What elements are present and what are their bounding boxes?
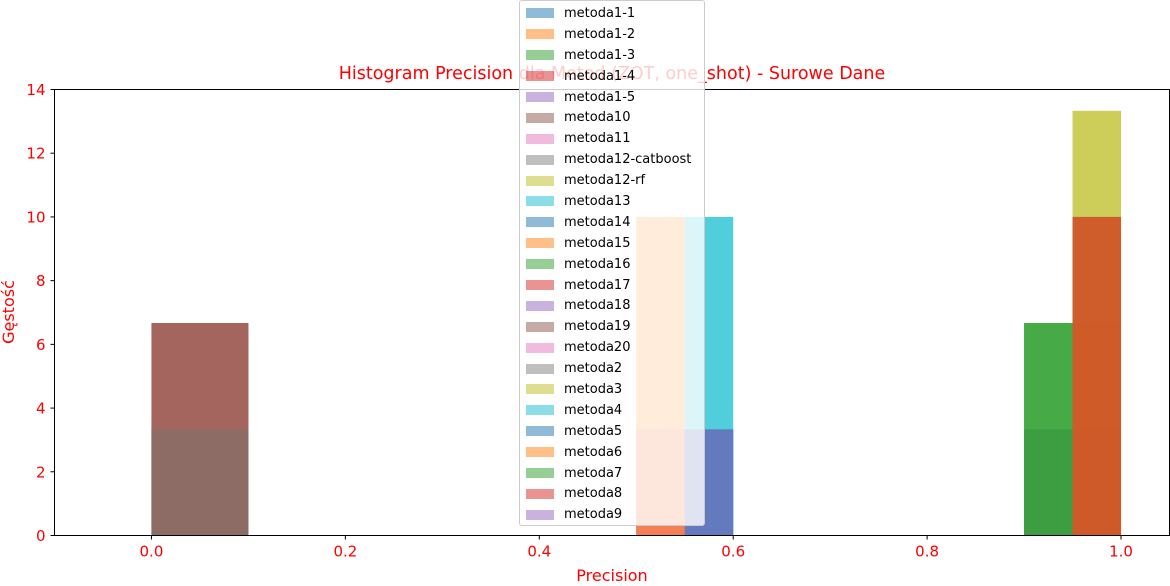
legend-swatch xyxy=(526,217,554,228)
y-axis: 0 2 4 6 8 10 12 14 xyxy=(26,81,55,545)
legend-swatch xyxy=(526,238,554,249)
legend-item: metoda16 xyxy=(520,254,704,275)
legend-swatch xyxy=(526,300,554,311)
legend-label: metoda3 xyxy=(564,381,623,397)
legend-label: metoda18 xyxy=(564,298,631,314)
legend-label: metoda1-3 xyxy=(564,47,636,63)
legend-label: metoda1-5 xyxy=(564,89,636,105)
legend-label: metoda2 xyxy=(564,361,623,377)
x-tick-label: 0.4 xyxy=(527,543,551,561)
legend-swatch xyxy=(526,92,554,102)
legend-item: metoda10 xyxy=(520,107,704,128)
legend-swatch xyxy=(526,50,554,61)
legend-label: metoda1-1 xyxy=(564,5,636,21)
legend-item: metoda1-1 xyxy=(520,3,704,24)
legend-swatch xyxy=(526,363,554,374)
legend-label: metoda20 xyxy=(564,340,631,356)
legend-item: metoda6 xyxy=(520,442,704,463)
legend-label: metoda14 xyxy=(564,214,631,230)
legend-swatch xyxy=(526,280,554,291)
legend-swatch xyxy=(526,405,554,416)
legend-label: metoda5 xyxy=(564,423,623,439)
legend-item: metoda1-3 xyxy=(520,45,704,66)
legend-swatch xyxy=(526,133,554,144)
legend-swatch xyxy=(526,488,554,499)
legend-swatch xyxy=(526,447,554,458)
legend-item: metoda11 xyxy=(520,128,704,149)
legend-item: metoda12-catboost xyxy=(520,149,704,170)
legend-swatch xyxy=(526,384,554,395)
legend-label: metoda8 xyxy=(564,486,623,502)
legend-swatch xyxy=(526,196,554,207)
x-axis: 0.0 0.2 0.4 0.6 0.8 1.0 xyxy=(140,535,1133,561)
y-tick-label: 8 xyxy=(36,272,46,290)
legend-item: metoda17 xyxy=(520,275,704,296)
legend-label: metoda7 xyxy=(564,465,623,481)
legend-label: metoda9 xyxy=(564,507,623,523)
legend-label: metoda19 xyxy=(564,319,631,335)
legend-item: metoda1-5 xyxy=(520,87,704,108)
legend-item: metoda19 xyxy=(520,316,704,337)
legend-label: metoda15 xyxy=(564,235,631,251)
legend-swatch xyxy=(526,426,554,437)
legend-label: metoda11 xyxy=(564,131,631,147)
legend-item: metoda9 xyxy=(520,504,704,525)
legend-swatch xyxy=(526,71,554,82)
legend-swatch xyxy=(526,259,554,270)
y-tick-label: 4 xyxy=(36,400,46,418)
x-tick-label: 1.0 xyxy=(1109,543,1133,561)
legend-item: metoda7 xyxy=(520,463,704,484)
legend-label: metoda1-2 xyxy=(564,26,636,42)
legend-label: metoda10 xyxy=(564,110,631,126)
legend-item: metoda8 xyxy=(520,483,704,504)
x-tick-label: 0.0 xyxy=(140,543,164,561)
y-tick-label: 14 xyxy=(26,81,45,99)
legend-label: metoda13 xyxy=(564,193,631,209)
legend-swatch xyxy=(526,112,554,123)
legend-swatch xyxy=(526,29,554,40)
legend-label: metoda17 xyxy=(564,277,631,293)
legend-item: metoda14 xyxy=(520,212,704,233)
legend-swatch xyxy=(526,342,554,353)
legend-label: metoda12-rf xyxy=(564,173,646,189)
legend-label: metoda16 xyxy=(564,256,631,272)
legend-item: metoda13 xyxy=(520,191,704,212)
y-axis-label: Gęstość xyxy=(0,280,18,344)
legend-swatch xyxy=(526,321,554,332)
x-axis-label: Precision xyxy=(576,566,647,585)
legend-item: metoda20 xyxy=(520,337,704,358)
y-tick-label: 2 xyxy=(36,463,46,481)
histogram-bar xyxy=(1072,216,1122,536)
legend-swatch xyxy=(526,8,554,19)
histogram-bar xyxy=(151,429,249,536)
legend-swatch xyxy=(526,175,554,186)
legend-label: metoda12-catboost xyxy=(564,152,692,168)
legend-item: metoda18 xyxy=(520,295,704,316)
histogram-bar xyxy=(1024,323,1073,536)
legend-item: metoda4 xyxy=(520,400,704,421)
legend-item: metoda1-4 xyxy=(520,66,704,87)
legend-swatch xyxy=(526,509,554,520)
y-tick-label: 12 xyxy=(26,145,45,163)
x-tick-label: 0.8 xyxy=(915,543,939,561)
legend-label: metoda4 xyxy=(564,402,623,418)
y-tick-label: 10 xyxy=(26,208,45,226)
legend-swatch xyxy=(526,468,554,479)
x-tick-label: 0.2 xyxy=(333,543,357,561)
legend-label: metoda6 xyxy=(564,444,623,460)
legend-item: metoda15 xyxy=(520,233,704,254)
chart-legend: metoda1-1 metoda1-2 metoda1-3 metoda1-4 meto… xyxy=(519,0,705,526)
x-tick-label: 0.6 xyxy=(721,543,745,561)
legend-item: metoda3 xyxy=(520,379,704,400)
legend-item: metoda1-2 xyxy=(520,24,704,45)
legend-item: metoda5 xyxy=(520,421,704,442)
legend-swatch xyxy=(526,154,554,165)
y-tick-label: 6 xyxy=(36,336,46,354)
legend-item: metoda12-rf xyxy=(520,170,704,191)
legend-label: metoda1-4 xyxy=(564,68,636,84)
y-tick-label: 0 xyxy=(36,527,46,545)
legend-item: metoda2 xyxy=(520,358,704,379)
